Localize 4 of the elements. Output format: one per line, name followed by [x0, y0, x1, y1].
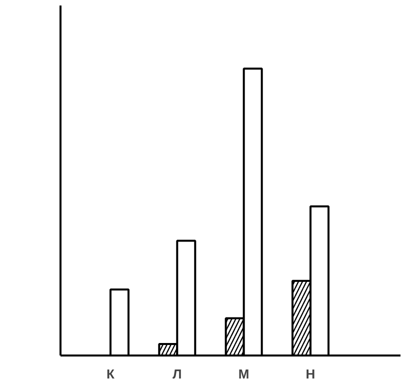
- x-tick-label: Н: [306, 366, 316, 382]
- x-tick-label: К: [106, 366, 115, 382]
- x-tick-label: Л: [172, 366, 182, 382]
- x-tick-label: М: [238, 366, 250, 382]
